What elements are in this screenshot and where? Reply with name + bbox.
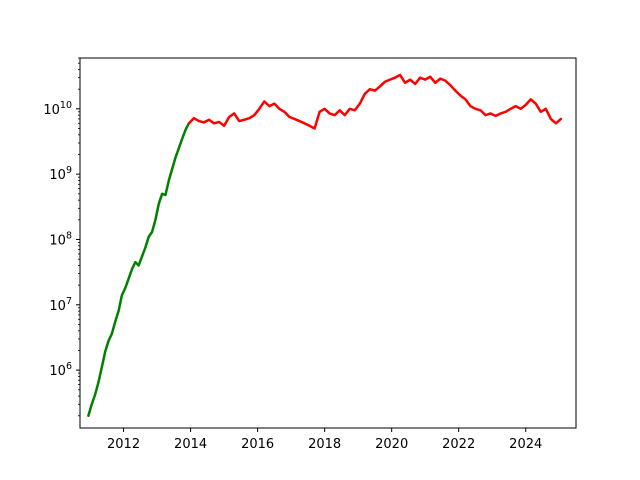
y-tick-label-base: 10 xyxy=(49,168,66,183)
y-tick-label: 107 xyxy=(49,296,72,314)
series-line-0 xyxy=(87,122,191,418)
x-tick-label: 2018 xyxy=(308,437,341,452)
x-tick-label: 2024 xyxy=(509,437,542,452)
y-tick-label-base: 10 xyxy=(49,233,66,248)
x-tick-label: 2020 xyxy=(375,437,408,452)
y-tick-label: 1010 xyxy=(43,100,72,118)
x-tick-label: 2022 xyxy=(442,437,475,452)
y-tick-label-exponent: 7 xyxy=(66,296,72,307)
series-line-1 xyxy=(187,73,563,130)
y-tick-label-exponent: 8 xyxy=(66,230,72,241)
y-tick-label-base: 10 xyxy=(49,364,66,379)
y-tick-label-exponent: 9 xyxy=(66,165,72,176)
y-tick-label-exponent: 10 xyxy=(60,100,72,111)
y-tick-label: 106 xyxy=(49,361,72,379)
y-tick-label-exponent: 6 xyxy=(66,361,72,372)
y-tick-label: 108 xyxy=(49,230,72,248)
x-tick-label: 2016 xyxy=(241,437,274,452)
plot-lines xyxy=(87,73,563,418)
x-tick-label: 2014 xyxy=(174,437,207,452)
y-tick-label-base: 10 xyxy=(43,103,60,118)
y-tick-label: 109 xyxy=(49,165,72,183)
y-tick-label-base: 10 xyxy=(49,299,66,314)
x-tick-label: 2012 xyxy=(107,437,140,452)
x-axis: 2012 2014 2016 2018 2020 2022 2024 xyxy=(107,428,542,452)
axes-frame xyxy=(79,57,577,429)
